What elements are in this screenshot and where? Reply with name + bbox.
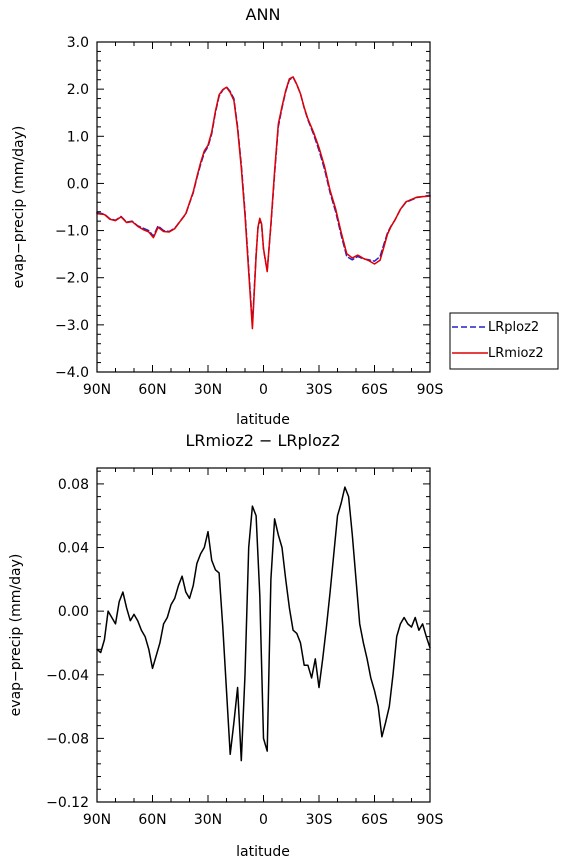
bottom-chart-y-axis-label: evap−precip (mm/day) bbox=[8, 554, 24, 717]
top-chart: ANN 90N 60N 30N 0 30S 60S 90S 3.0 2.0 1.0 0.0 −1.0 −… bbox=[11, 5, 443, 428]
top-y-tick-label: −1.0 bbox=[55, 224, 89, 240]
top-y-tick-label: 2.0 bbox=[67, 82, 89, 98]
bottom-y-tick-label: −0.12 bbox=[46, 795, 89, 811]
bottom-chart-plot-area bbox=[96, 486, 431, 762]
top-y-tick-label: 1.0 bbox=[67, 129, 89, 145]
bottom-y-tick-label: 0.04 bbox=[58, 541, 89, 557]
bottom-chart-x-axis-label: latitude bbox=[236, 844, 290, 860]
bottom-y-tick-label: 0.08 bbox=[58, 477, 89, 493]
bottom-chart-title: LRmioz2 − LRploz2 bbox=[185, 431, 340, 450]
legend-label-lrmioz2: LRmioz2 bbox=[488, 346, 544, 361]
bottom-series-line-0 bbox=[96, 486, 431, 762]
top-chart-title: ANN bbox=[246, 5, 281, 24]
top-y-tick-label: 3.0 bbox=[67, 35, 89, 51]
bottom-y-tick-label: −0.04 bbox=[46, 668, 89, 684]
bottom-x-tick-label: 0 bbox=[259, 812, 268, 828]
top-y-tick-label: 0.0 bbox=[67, 176, 89, 192]
top-y-tick-label: −3.0 bbox=[55, 318, 89, 334]
top-x-tick-label: 60S bbox=[361, 382, 388, 398]
bottom-x-tick-label: 30S bbox=[306, 812, 333, 828]
top-x-tick-label: 0 bbox=[259, 382, 268, 398]
top-x-tick-label: 30S bbox=[306, 382, 333, 398]
legend: LRploz2 LRmioz2 bbox=[449, 312, 559, 370]
bottom-y-tick-label: 0.00 bbox=[58, 604, 89, 620]
top-chart-plot-area bbox=[96, 76, 431, 330]
top-y-tick-label: −4.0 bbox=[55, 365, 89, 381]
top-chart-y-axis-label: evap−precip (mm/day) bbox=[11, 126, 27, 289]
top-x-tick-label: 60N bbox=[138, 382, 166, 398]
bottom-chart-ticks: 90N 60N 30N 0 30S 60S 90S 0.08 0.04 0.00 −0.04 −0.0… bbox=[46, 468, 443, 828]
top-x-tick-label: 90S bbox=[417, 382, 444, 398]
top-x-tick-label: 30N bbox=[194, 382, 222, 398]
legend-box bbox=[449, 312, 559, 370]
top-chart-ticks: 90N 60N 30N 0 30S 60S 90S 3.0 2.0 1.0 0.0 −1.0 −2.0 −… bbox=[55, 35, 443, 398]
top-y-tick-label: −2.0 bbox=[55, 271, 89, 287]
top-chart-x-axis-label: latitude bbox=[236, 412, 290, 428]
bottom-x-tick-label: 60N bbox=[138, 812, 166, 828]
bottom-chart-frame bbox=[96, 467, 431, 803]
bottom-y-tick-label: −0.08 bbox=[46, 731, 89, 747]
bottom-chart: LRmioz2 − LRploz2 90N 60N 30N 0 30S 60S 90S 0.0… bbox=[8, 431, 443, 860]
top-series-line-lrploz2 bbox=[96, 76, 431, 326]
bottom-x-tick-label: 90N bbox=[83, 812, 111, 828]
bottom-x-tick-label: 90S bbox=[417, 812, 444, 828]
top-x-tick-label: 90N bbox=[83, 382, 111, 398]
top-chart-frame bbox=[96, 41, 431, 373]
bottom-x-tick-label: 60S bbox=[361, 812, 388, 828]
legend-label-lrploz2: LRploz2 bbox=[488, 320, 539, 335]
top-series-line-lrmioz2 bbox=[96, 76, 431, 330]
bottom-x-tick-label: 30N bbox=[194, 812, 222, 828]
